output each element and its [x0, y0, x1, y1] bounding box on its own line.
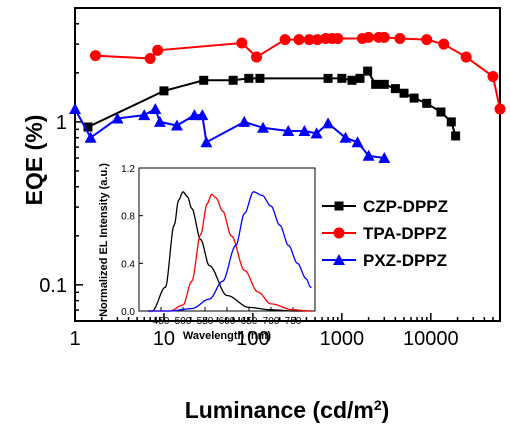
czp-dppz-point	[363, 66, 373, 76]
pxz-dppz-point	[351, 136, 364, 148]
inset-plot-frame	[138, 167, 316, 312]
czp-dppz-point	[409, 93, 419, 103]
legend-label-tpa-dppz: TPA-DPPZ	[363, 224, 447, 243]
y-tick-label: 0.1	[39, 275, 67, 297]
czp-dppz-point	[446, 117, 456, 127]
inset-spectrum-0	[147, 190, 312, 312]
legend-pxz-dppz-point	[333, 254, 345, 265]
inset-y-axis-title: Normalized EL Intensity (a.u.)	[98, 163, 110, 317]
pxz-dppz-point	[322, 117, 335, 129]
tpa-dppz-point	[460, 51, 472, 63]
inset-x-tick-label: 600	[219, 316, 236, 327]
legend-czp-dppz-point	[334, 201, 344, 211]
pxz-dppz-point	[149, 102, 162, 114]
pxz-dppz-point	[153, 115, 166, 127]
tpa-dppz-point	[236, 37, 248, 49]
tpa-dppz-point	[378, 31, 390, 43]
pxz-dppz-point	[339, 131, 352, 143]
czp-dppz-line	[87, 69, 457, 137]
czp-dppz-point	[199, 75, 209, 85]
pxz-dppz-point	[196, 109, 209, 121]
legend-label-czp-dppz: CZP-DPPZ	[363, 197, 448, 216]
legend: CZP-DPPZ TPA-DPPZ PXZ-DPPZ	[322, 197, 448, 270]
x-tick-label: 10000	[403, 328, 459, 350]
czp-dppz-point	[337, 73, 347, 83]
inset-x-tick-label: 750	[285, 316, 302, 327]
pxz-dppz-point	[298, 124, 311, 136]
pxz-dppz-point	[310, 127, 323, 139]
tpa-dppz-point	[303, 34, 315, 46]
inset-series-layer	[147, 190, 312, 312]
x-axis-title: Luminance (cd/m2)	[185, 397, 390, 423]
inset-x-tick-label: 500	[175, 316, 192, 327]
inset-y-tick-label: 0.0	[121, 307, 135, 318]
x-tick-label: 1	[69, 328, 80, 350]
czp-dppz-point	[323, 73, 333, 83]
tpa-dppz-point	[421, 34, 433, 46]
tpa-dppz-point	[438, 38, 450, 50]
inset-spectrum-2	[147, 191, 312, 312]
tpa-dppz-point	[363, 31, 375, 43]
pxz-dppz-point	[238, 115, 251, 127]
czp-dppz-point	[451, 131, 461, 141]
tpa-dppz-point	[251, 51, 263, 63]
pxz-dppz-point	[257, 121, 270, 133]
tpa-dppz-point	[144, 52, 156, 64]
inset-x-tick-label: 650	[241, 316, 258, 327]
pxz-dppz-line	[74, 107, 385, 160]
tpa-dppz-point	[487, 70, 499, 82]
czp-dppz-point	[347, 75, 357, 85]
tpa-dppz-point	[279, 34, 291, 46]
legend-label-pxz-dppz: PXZ-DPPZ	[363, 251, 447, 270]
pxz-dppz-point	[378, 152, 391, 164]
pxz-dppz-point	[84, 131, 97, 143]
main-axis-ticks: 1 10 100 1000 10000 0.1 1	[39, 7, 501, 350]
inset-x-tick-label: 700	[263, 316, 280, 327]
inset-y-tick-label: 0.4	[121, 259, 135, 270]
pxz-dppz-point	[200, 136, 213, 148]
pxz-dppz-point	[188, 109, 201, 121]
x-tick-label: 1000	[320, 328, 365, 350]
czp-dppz-point	[390, 84, 400, 94]
pxz-dppz-point	[69, 102, 81, 114]
pxz-dppz-point	[170, 119, 183, 131]
inset-y-tick-label: 1.2	[121, 164, 135, 175]
czp-dppz-point	[399, 88, 409, 98]
x-tick-label: 10	[153, 328, 175, 350]
legend-tpa-dppz-point	[333, 227, 345, 239]
inset-spectrum-1	[147, 193, 312, 312]
tpa-dppz-point	[494, 103, 506, 115]
czp-dppz-point	[371, 79, 381, 89]
pxz-dppz-point	[362, 149, 375, 161]
x-tick-label: 100	[236, 328, 269, 350]
y-axis-title: EQE (%)	[21, 115, 47, 206]
main-series-layer	[69, 31, 506, 164]
pxz-dppz-point	[138, 109, 151, 121]
tpa-dppz-point	[332, 32, 344, 44]
czp-dppz-point	[244, 73, 254, 83]
tpa-dppz-point	[89, 50, 101, 62]
pxz-dppz-point	[282, 124, 295, 136]
inset-x-axis-title: Wavelength (nm)	[183, 330, 272, 342]
inset-y-tick-label: 0.8	[121, 212, 135, 223]
y-tick-label: 1	[56, 112, 67, 134]
czp-dppz-point	[436, 107, 446, 117]
tpa-dppz-point	[293, 34, 305, 46]
czp-dppz-point	[228, 75, 238, 85]
tpa-dppz-point	[394, 32, 406, 44]
tpa-dppz-point	[311, 34, 323, 46]
pxz-dppz-point	[111, 112, 124, 124]
czp-dppz-point	[422, 98, 432, 108]
inset-x-tick-label: 450	[153, 316, 170, 327]
czp-dppz-point	[159, 86, 169, 96]
czp-dppz-point	[355, 73, 365, 83]
inset-x-tick-label: 550	[197, 316, 214, 327]
tpa-dppz-point	[152, 44, 164, 56]
czp-dppz-point	[255, 73, 265, 83]
czp-dppz-point	[83, 122, 93, 132]
czp-dppz-point	[379, 79, 389, 89]
main-plot-frame	[74, 7, 501, 322]
